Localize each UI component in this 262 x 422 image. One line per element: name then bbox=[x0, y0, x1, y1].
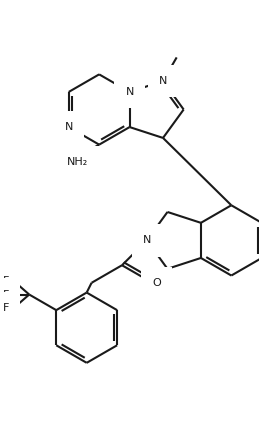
Text: N: N bbox=[125, 87, 134, 97]
Text: N: N bbox=[159, 76, 167, 86]
Text: F: F bbox=[3, 303, 9, 313]
Text: NH₂: NH₂ bbox=[67, 157, 88, 167]
Text: O: O bbox=[152, 278, 161, 288]
Text: N: N bbox=[143, 235, 151, 246]
Text: F: F bbox=[3, 289, 9, 300]
Text: F: F bbox=[3, 276, 9, 286]
Text: N: N bbox=[64, 122, 73, 132]
